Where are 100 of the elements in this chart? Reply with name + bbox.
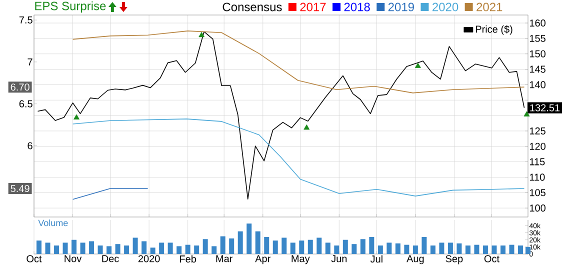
line-series — [72, 118, 525, 196]
data-label: 132.51 — [530, 104, 560, 112]
bar — [509, 244, 514, 254]
bar — [325, 242, 330, 254]
y2-tick-label: 120 — [530, 142, 546, 150]
legend-label: 2019 — [388, 2, 414, 12]
bar — [422, 237, 427, 254]
bar — [272, 240, 278, 254]
bar — [518, 246, 523, 254]
x-tick-label: Oct — [484, 255, 500, 262]
legend-label: 2020 — [432, 2, 458, 12]
text: 5.49 — [10, 184, 30, 192]
bar — [395, 243, 400, 254]
bar — [378, 246, 383, 254]
y-tick-label: 7.5 — [19, 16, 32, 24]
bar — [526, 246, 530, 254]
x-tick-label: Apr — [255, 255, 270, 264]
y2-tick-label: 140 — [530, 81, 546, 88]
bar — [448, 242, 453, 254]
bar — [299, 240, 304, 254]
bar — [220, 236, 226, 254]
text: 6.70 — [10, 84, 30, 91]
bar — [334, 246, 340, 254]
bar — [412, 246, 418, 254]
point — [524, 111, 530, 116]
bar — [255, 231, 260, 254]
bar — [72, 240, 77, 254]
bar — [369, 237, 374, 254]
x-tick-label: Nov — [64, 255, 82, 262]
bar — [360, 239, 366, 254]
bar — [316, 238, 322, 254]
bar — [132, 238, 138, 254]
bar — [185, 244, 190, 254]
bar — [62, 242, 68, 254]
bar — [264, 237, 270, 254]
y-tick-label: 6 — [28, 142, 32, 150]
x-tick-label: May — [292, 255, 310, 264]
x-tick-label: Dec — [102, 255, 119, 262]
bar — [159, 242, 164, 254]
legend-label: 2018 — [344, 2, 370, 12]
bar — [246, 224, 252, 254]
bar — [54, 246, 60, 254]
bar — [229, 238, 234, 254]
point — [74, 114, 80, 120]
y2-tick-label: 150 — [530, 50, 546, 58]
bar — [212, 246, 217, 254]
y2-tick-label: 160 — [530, 19, 546, 27]
bar — [352, 244, 357, 254]
bar — [80, 242, 86, 254]
x-tick-label: Sep — [446, 255, 463, 264]
bar — [106, 246, 112, 254]
bar — [202, 239, 208, 254]
point — [198, 32, 205, 38]
y2-tick-label: 115 — [530, 158, 545, 166]
bar — [89, 241, 94, 254]
legend-title: Consensus — [222, 2, 282, 12]
point — [304, 124, 310, 130]
y2-tick-label: 105 — [530, 189, 546, 196]
x-tick-label: Oct — [26, 255, 42, 262]
bar — [439, 242, 444, 254]
legend-label: 2017 — [300, 2, 326, 12]
bar — [500, 246, 506, 254]
bar — [456, 243, 462, 254]
x-tick-label: Jun — [331, 255, 347, 262]
bar — [282, 238, 287, 254]
bar — [168, 242, 173, 254]
bar — [404, 244, 410, 254]
x-tick-label: Feb — [180, 255, 196, 263]
bar — [124, 246, 130, 254]
y-tick-label: 6.5 — [19, 100, 32, 108]
y2-tick-label: 110 — [530, 174, 545, 181]
bar — [194, 246, 200, 254]
bar — [342, 240, 348, 254]
bar — [45, 242, 50, 254]
legend-label: Price ($) — [476, 25, 512, 35]
bar — [36, 240, 42, 254]
bar — [98, 246, 103, 254]
y2-tick-label: 125 — [530, 127, 546, 134]
bar — [308, 240, 313, 254]
bar — [474, 244, 480, 254]
bar — [492, 246, 497, 254]
y2-tick-label: 155 — [530, 34, 546, 42]
y-tick-label: 7 — [28, 58, 32, 66]
bar — [465, 246, 470, 254]
bar — [290, 242, 296, 254]
x-tick-label: Jul — [370, 255, 382, 263]
bar — [150, 248, 156, 254]
x-tick-label: Mar — [216, 255, 233, 262]
bar — [115, 244, 120, 254]
point — [414, 62, 421, 68]
bar — [386, 242, 392, 254]
y2-tick-label: 100 — [530, 204, 546, 212]
text: EPS Surprise — [35, 1, 106, 13]
bar — [176, 246, 182, 254]
bar — [430, 246, 436, 254]
x-tick-label: Aug — [406, 255, 424, 264]
legend-label: 2021 — [476, 2, 502, 12]
y2-axis-title: Volume — [38, 220, 68, 226]
bar — [142, 241, 147, 254]
x-tick-label: 2020 — [138, 255, 160, 262]
